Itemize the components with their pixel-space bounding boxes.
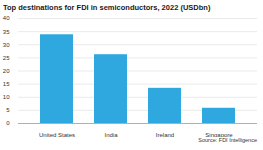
svg-text:Ireland: Ireland xyxy=(156,132,174,137)
svg-text:25: 25 xyxy=(3,55,10,61)
svg-text:India: India xyxy=(104,132,118,137)
html-text:Top destinations for FDI in se: Top destinations for FDI in semiconducto… xyxy=(3,3,211,12)
html-text:Source: FDI Intelligence: Source: FDI Intelligence xyxy=(198,137,257,143)
svg-text:0: 0 xyxy=(6,120,10,126)
svg-text:5: 5 xyxy=(6,107,10,113)
svg-text:20: 20 xyxy=(3,68,10,74)
svg-text:United States: United States xyxy=(39,132,75,137)
svg-text:10: 10 xyxy=(3,94,10,100)
svg-text:40: 40 xyxy=(3,15,10,21)
svg-text:15: 15 xyxy=(3,81,10,87)
svg-text:Singapore: Singapore xyxy=(205,132,233,137)
svg-text:35: 35 xyxy=(3,29,10,35)
svg-text:30: 30 xyxy=(3,42,10,48)
